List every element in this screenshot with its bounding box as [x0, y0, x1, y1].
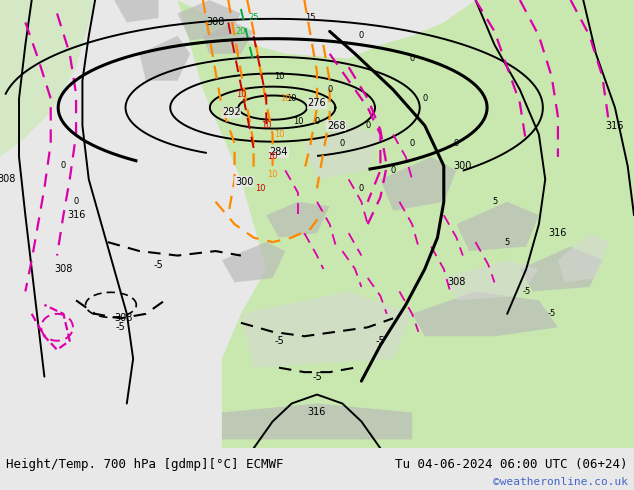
Text: 316: 316 [308, 408, 326, 417]
Polygon shape [266, 202, 330, 238]
Text: 316: 316 [606, 121, 624, 130]
Text: 5: 5 [492, 197, 497, 206]
Text: 308: 308 [448, 277, 465, 288]
Text: 308: 308 [207, 18, 224, 27]
Text: -5: -5 [375, 336, 385, 346]
Text: 308: 308 [115, 313, 133, 323]
Text: -5: -5 [522, 287, 531, 296]
Text: 276: 276 [307, 98, 327, 108]
Text: 25: 25 [249, 13, 259, 23]
Text: 0: 0 [365, 121, 370, 130]
Text: -5: -5 [153, 260, 164, 270]
Text: 20: 20 [236, 27, 246, 36]
Text: 10: 10 [274, 130, 284, 139]
Text: 0: 0 [327, 85, 332, 94]
Polygon shape [222, 242, 285, 282]
Polygon shape [380, 157, 456, 211]
Text: -5: -5 [547, 309, 556, 318]
Text: 308: 308 [0, 174, 15, 184]
Text: 300: 300 [235, 176, 253, 187]
Text: Tu 04-06-2024 06:00 UTC (06+24): Tu 04-06-2024 06:00 UTC (06+24) [395, 458, 628, 471]
Text: 268: 268 [327, 121, 346, 130]
Text: 10: 10 [261, 121, 271, 130]
Text: 10: 10 [255, 184, 265, 193]
Polygon shape [412, 292, 558, 336]
Text: 5: 5 [505, 238, 510, 246]
Polygon shape [520, 246, 602, 292]
Text: -5: -5 [312, 371, 322, 382]
Polygon shape [558, 233, 609, 282]
Text: 308: 308 [55, 264, 72, 274]
Text: 316: 316 [67, 210, 85, 220]
Text: -5: -5 [115, 322, 126, 332]
Text: 300: 300 [454, 161, 472, 171]
Text: 0: 0 [359, 31, 364, 40]
Polygon shape [456, 202, 539, 251]
Text: 0: 0 [314, 117, 320, 125]
Text: 0: 0 [454, 139, 459, 148]
Text: 10: 10 [293, 117, 303, 125]
Text: 10: 10 [268, 171, 278, 179]
Text: 0: 0 [74, 197, 79, 206]
Text: 0: 0 [410, 54, 415, 63]
Text: 0: 0 [340, 139, 345, 148]
Text: ©weatheronline.co.uk: ©weatheronline.co.uk [493, 477, 628, 487]
Text: 316: 316 [549, 228, 567, 238]
Text: 15: 15 [306, 13, 316, 23]
Text: 0: 0 [410, 139, 415, 148]
Text: 10: 10 [236, 90, 246, 98]
Text: 0: 0 [61, 161, 66, 171]
Polygon shape [178, 0, 634, 448]
Text: 0: 0 [391, 166, 396, 175]
Polygon shape [203, 23, 254, 54]
Polygon shape [0, 157, 241, 448]
Polygon shape [304, 125, 380, 179]
Text: 10: 10 [280, 94, 290, 103]
Text: -5: -5 [274, 336, 284, 346]
Polygon shape [139, 36, 190, 81]
Polygon shape [0, 0, 95, 157]
Polygon shape [222, 404, 412, 440]
Text: 292: 292 [222, 107, 241, 117]
Polygon shape [241, 292, 412, 368]
Text: 10: 10 [287, 94, 297, 103]
Polygon shape [178, 0, 241, 40]
Text: 10: 10 [274, 72, 284, 81]
Text: Height/Temp. 700 hPa [gdmp][°C] ECMWF: Height/Temp. 700 hPa [gdmp][°C] ECMWF [6, 458, 284, 471]
Text: 0: 0 [359, 184, 364, 193]
Text: 0: 0 [422, 94, 427, 103]
Text: 10: 10 [268, 152, 278, 161]
Polygon shape [444, 260, 539, 300]
Polygon shape [114, 0, 158, 23]
Text: 284: 284 [269, 147, 288, 157]
